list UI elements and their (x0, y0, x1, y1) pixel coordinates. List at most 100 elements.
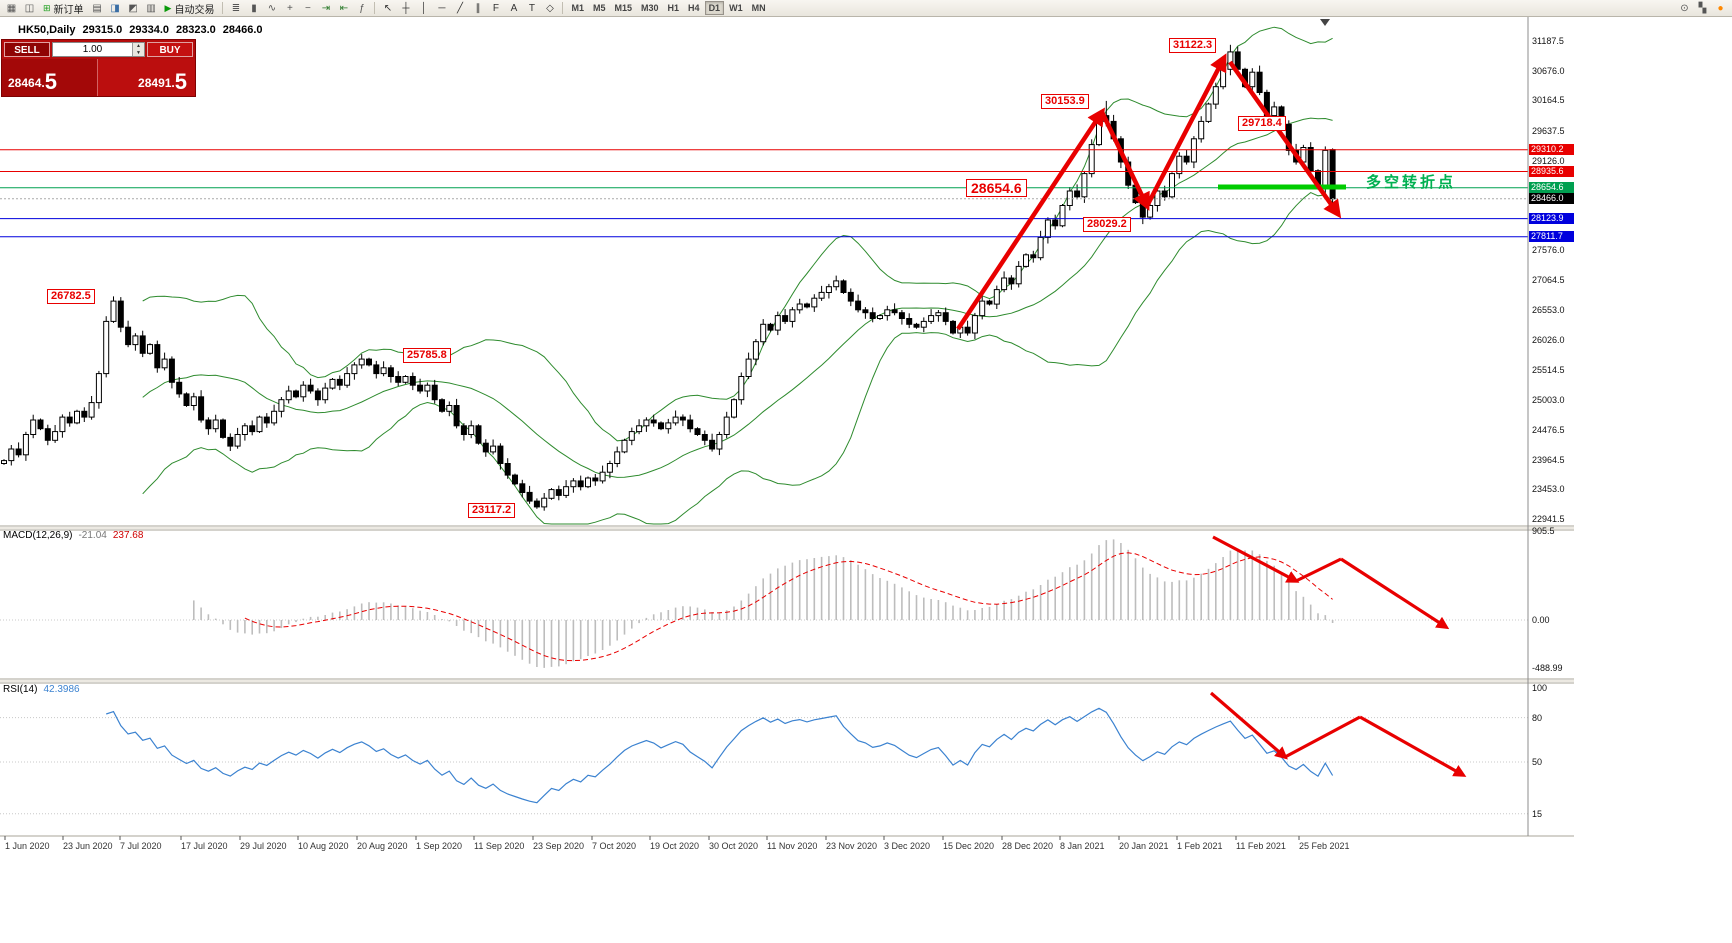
zoom-out-icon[interactable]: − (305, 2, 311, 14)
trend-arrow[interactable] (1145, 53, 1227, 208)
lot-spinner[interactable]: ▲ ▼ (132, 43, 144, 56)
trend-arrows (956, 53, 1342, 331)
price-axis-label: 25514.5 (1532, 364, 1565, 375)
buy-price-fraction: 5 (174, 69, 187, 94)
auto-trading-button[interactable]: ▶ 自动交易 (161, 1, 219, 16)
terminal-icon[interactable]: ▥ (146, 2, 156, 14)
trendline-icon[interactable]: ╱ (456, 2, 463, 14)
lot-size-input[interactable]: 1.00 ▲ ▼ (52, 42, 145, 57)
rsi-trend-arrow[interactable] (1209, 691, 1288, 760)
horizontal-line-icon[interactable]: ─ (438, 2, 446, 14)
data-window-icon[interactable]: ◨ (110, 2, 120, 14)
time-axis-label: 8 Jan 2021 (1060, 841, 1105, 851)
price-axis-label: 26553.0 (1532, 304, 1565, 315)
zoom-in-icon[interactable]: + (287, 2, 293, 14)
candlestick-chart-icon[interactable]: ▮ (251, 2, 257, 14)
lot-increase-icon[interactable]: ▲ (133, 43, 144, 50)
price-axis-label: 31187.5 (1532, 36, 1564, 46)
time-axis-label: 20 Aug 2020 (357, 841, 408, 851)
vertical-line-icon[interactable]: │ (420, 2, 428, 14)
chart-window[interactable]: HK50,Daily 29315.0 29334.0 28323.0 28466.0 S… (0, 0, 1574, 858)
timeframe-H1[interactable]: H1 (667, 3, 680, 13)
auto-trading-label: 自动交易 (174, 4, 215, 16)
timeframe-MN[interactable]: MN (751, 3, 766, 13)
macd-trend-arrow[interactable] (1295, 557, 1342, 583)
bar-chart-icon[interactable]: ≣ (231, 2, 241, 14)
timeframe-W1[interactable]: W1 (729, 3, 743, 13)
price-annotation[interactable]: 31122.3 (1169, 38, 1217, 53)
label-icon[interactable]: T (528, 2, 536, 14)
macd-trend-arrow[interactable] (1340, 557, 1450, 630)
candlesticks (1, 44, 1336, 511)
sell-price[interactable]: 28464. 5 (2, 59, 97, 96)
auto-scroll-icon[interactable]: ⇥ (321, 2, 331, 14)
macd-trend-arrow[interactable] (1212, 535, 1300, 583)
price-annotation[interactable]: 29718.4 (1238, 116, 1286, 131)
price-annotation[interactable]: 25785.8 (403, 348, 451, 363)
shapes-icon[interactable]: ◇ (546, 2, 554, 14)
macd-axis-label: -488.99 (1532, 663, 1563, 674)
macd-title: MACD(12,26,9) (3, 530, 73, 541)
price-annotation[interactable]: 28029.2 (1083, 217, 1131, 232)
timeframe-M30[interactable]: M30 (641, 3, 659, 13)
time-axis-label: 23 Sep 2020 (533, 841, 585, 851)
trend-arrow[interactable] (1099, 111, 1150, 211)
time-axis-label: 28 Dec 2020 (1002, 841, 1054, 851)
timeframe-H4[interactable]: H4 (688, 3, 700, 13)
pane-splitter[interactable] (0, 527, 1574, 529)
price-axis-label: 30164.5 (1532, 95, 1565, 106)
price-annotation[interactable]: 30153.9 (1041, 94, 1089, 109)
timeframe-M15[interactable]: M15 (614, 3, 633, 13)
rsi-trend-arrow[interactable] (1284, 715, 1361, 759)
pane-splitter[interactable] (0, 680, 1574, 682)
lot-decrease-icon[interactable]: ▼ (133, 49, 144, 56)
price-axis-label: 24476.5 (1532, 425, 1565, 436)
low-value: 28323.0 (176, 24, 216, 36)
market-watch-icon[interactable]: ▤ (92, 2, 102, 14)
new-chart-icon[interactable]: ▦ (6, 2, 17, 14)
time-axis-label: 1 Feb 2021 (1177, 841, 1223, 851)
indicators-icon[interactable]: ƒ (359, 2, 365, 14)
bollinger-bands (142, 26, 1333, 525)
rsi-trend-arrow[interactable] (1359, 715, 1467, 777)
time-axis-label: 7 Oct 2020 (592, 841, 637, 851)
timeframe-M5[interactable]: M5 (592, 3, 606, 13)
fibonacci-icon[interactable]: F (492, 2, 500, 14)
text-icon[interactable]: A (510, 2, 518, 14)
price-axis-tag: 28466.0 (1529, 192, 1574, 204)
price-annotation[interactable]: 23117.2 (468, 503, 516, 518)
search-icon[interactable]: ⊙ (1680, 2, 1689, 14)
buy-button[interactable]: BUY (147, 42, 193, 57)
trend-arrow[interactable] (1228, 60, 1342, 219)
notifications-icon[interactable]: ● (1717, 2, 1724, 14)
price-annotation[interactable]: 26782.5 (47, 289, 95, 304)
navigator-icon[interactable]: ◩ (128, 2, 138, 14)
sell-button[interactable]: SELL (4, 42, 50, 57)
turning-point-label[interactable]: 多空转折点 (1366, 174, 1457, 191)
timeframe-D1[interactable]: D1 (704, 1, 725, 15)
new-order-button[interactable]: ⊞ 新订单 (39, 1, 88, 16)
trend-arrow[interactable] (956, 107, 1105, 331)
line-chart-icon[interactable]: ∿ (267, 2, 277, 14)
chart-shift-icon[interactable]: ⇤ (339, 2, 349, 14)
cursor-icon[interactable]: ↖ (383, 2, 393, 14)
time-axis-label: 15 Dec 2020 (943, 841, 995, 851)
rsi-axis-label: 15 (1532, 808, 1543, 819)
auto-trading-icon: ▶ (164, 2, 172, 13)
high-value: 29334.0 (129, 24, 170, 36)
new-order-label: 新订单 (53, 4, 84, 16)
channel-icon[interactable]: ∥ (475, 2, 481, 14)
chart-shift-marker[interactable] (1320, 19, 1330, 26)
price-chart-canvas[interactable] (0, 0, 1574, 858)
time-axis-label: 20 Jan 2021 (1119, 841, 1169, 851)
chart-profiles-icon[interactable]: ◫ (24, 2, 35, 14)
buy-price[interactable]: 28491. 5 (97, 59, 195, 96)
crosshair-icon[interactable]: ┼ (402, 2, 410, 14)
macd-histogram (193, 539, 1334, 668)
macd-indicator-label: MACD(12,26,9) -21.04 237.68 (3, 530, 143, 541)
new-order-icon: ⊞ (43, 2, 51, 13)
price-annotation[interactable]: 28654.6 (966, 179, 1027, 197)
macd-main-value: -21.04 (78, 530, 107, 541)
timeframe-M1[interactable]: M1 (571, 3, 584, 13)
layouts-icon[interactable]: ▚ (1698, 2, 1707, 14)
